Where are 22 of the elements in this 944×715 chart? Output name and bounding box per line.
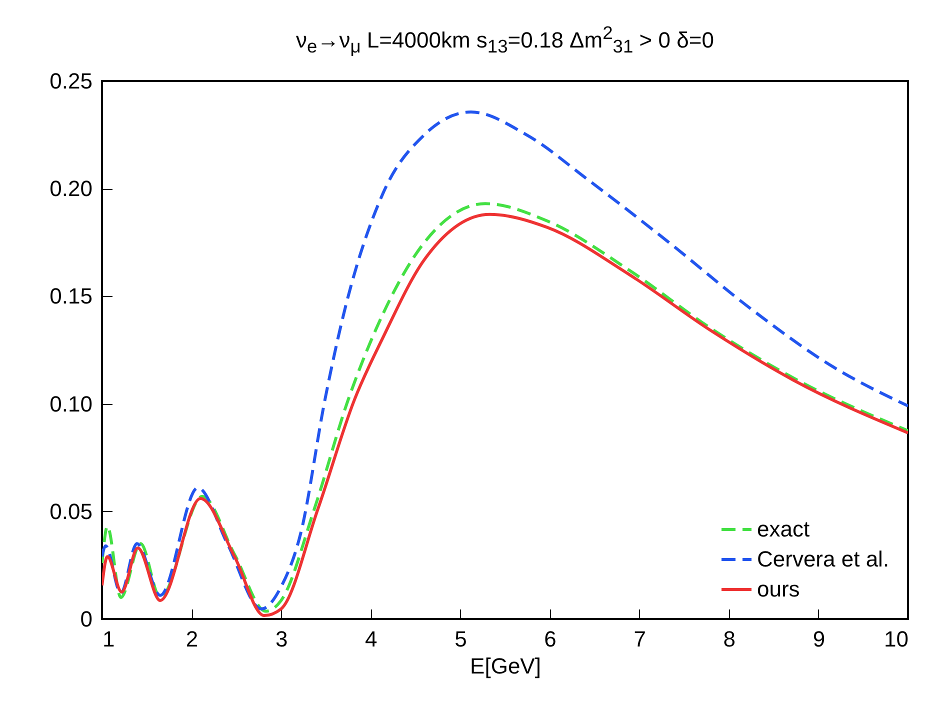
x-tick-label: 3 xyxy=(275,626,288,652)
y-tick-label: 0.20 xyxy=(50,176,92,202)
x-tick-label: 7 xyxy=(634,626,646,652)
y-tick-label: 0.15 xyxy=(50,284,92,309)
y-tick-label: 0.10 xyxy=(50,391,92,416)
x-tick-label: 2 xyxy=(186,626,198,652)
legend-label: ours xyxy=(757,576,800,602)
chart-title: ν$_{e}$→ν$_{μ}$ L=4000km s$_{13}$=0.18 Δm$^{2}$$_{31}$ > 0 δ=0 xyxy=(296,22,714,57)
x-tick-label: 1 xyxy=(102,626,115,652)
x-tick-label: 10 xyxy=(884,626,908,652)
x-tick-label: 4 xyxy=(365,626,378,652)
x-tick-label: 6 xyxy=(544,626,556,652)
line-series xyxy=(102,110,908,610)
y-tick-label: 0.25 xyxy=(50,68,92,94)
legend-label: exact xyxy=(757,516,810,542)
legend-label: Cervera et al. xyxy=(757,546,890,572)
x-tick-label: 9 xyxy=(812,626,826,652)
y-tick-label: 0.05 xyxy=(50,498,92,524)
x-axis-title: E[GeV] xyxy=(470,654,541,678)
x-tick-label: 5 xyxy=(454,626,467,652)
x-tick-label: 8 xyxy=(723,626,736,652)
y-tick-label: 0 xyxy=(80,606,92,632)
